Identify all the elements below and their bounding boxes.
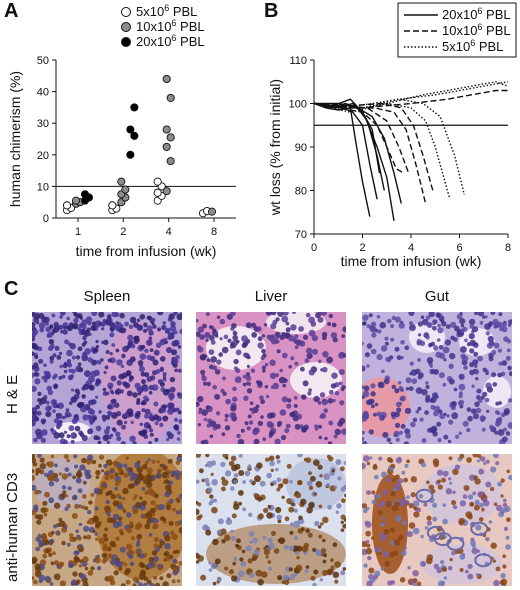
panel-a-legend-label: 10x106 PBL	[136, 18, 205, 34]
panel-a-data-point	[162, 142, 171, 151]
panel-a-data-point	[162, 74, 171, 84]
panel-a-y-tick-label: 0	[43, 213, 49, 225]
panel-a-data-point	[166, 133, 175, 142]
panel-a-legend-label: 20x106 PBL	[136, 33, 205, 49]
panel-b-x-axis-label: time from infusion (wk)	[341, 253, 482, 269]
panel-a-x-tick-label: 2	[120, 226, 126, 238]
panel-b-legend-label: 20x106 PBL	[442, 6, 511, 22]
panel-b-y-tick-label: 70	[295, 229, 307, 241]
column-header-gut: Gut	[424, 288, 450, 305]
panel-b-legend-label: 5x106 PBL	[442, 38, 503, 54]
column-header-liver: Liver	[254, 288, 288, 305]
panel-a-data-point	[108, 201, 117, 210]
panel-b-series-line	[313, 89, 508, 109]
gut-cd3-micrograph	[362, 454, 512, 586]
row-header-cd3: anti-human CD3	[4, 472, 21, 582]
panel-b-x-tick-label: 6	[456, 242, 462, 254]
panel-a-x-axis-label: time from infusion (wk)	[76, 243, 217, 259]
panel-a-x-tick-label: 8	[211, 226, 217, 238]
panel-b-series-line	[313, 98, 465, 195]
panel-b-legend-label: 10x106 PBL	[442, 22, 511, 38]
panel-a-data-point	[162, 125, 171, 134]
panel-a-legend-marker	[121, 37, 131, 47]
panel-a-y-tick-label: 30	[37, 118, 49, 130]
panel-a-data-point	[62, 201, 72, 210]
panel-b-y-axis-label: wt loss (% from initial)	[267, 79, 283, 216]
panel-a-data-point	[153, 188, 162, 197]
panel-a-y-tick-label: 10	[37, 181, 49, 193]
panel-a-y-axis-label: human chimerism (%)	[7, 71, 23, 207]
panel-b-x-tick-label: 8	[505, 242, 511, 254]
panel-b-legend-box	[397, 2, 517, 58]
liver-he-micrograph	[196, 312, 346, 444]
panel-b-series-line	[313, 102, 410, 174]
panel-b-y-tick-label: 100	[289, 99, 307, 111]
panel-a-y-tick-label: 40	[37, 87, 49, 99]
panel-a-y-tick-label: 50	[37, 55, 49, 67]
panel-b-series-line	[313, 102, 371, 217]
panel-b-series-line	[313, 81, 509, 113]
panel-b-x-tick-label: 4	[408, 242, 414, 254]
panel-a-data-point	[166, 93, 175, 102]
gut-he-micrograph	[362, 312, 512, 444]
panel-a-letter: A	[4, 0, 19, 22]
panel-b-series-line	[313, 102, 378, 200]
panel-b-series-line	[313, 102, 434, 191]
panel-b-x-tick-label: 0	[311, 242, 317, 254]
panel-a-data-point	[121, 185, 130, 194]
panel-b-series-line	[313, 102, 451, 200]
panel-a-data-point	[117, 177, 126, 186]
panel-b-series-line	[313, 102, 405, 174]
panel-b-y-tick-label: 80	[295, 186, 307, 198]
panel-a-data-point	[130, 103, 139, 112]
spleen-he-micrograph	[32, 312, 182, 444]
panel-a-legend-label: 5x106 PBL	[136, 3, 197, 19]
panel-a-data-point	[130, 131, 139, 140]
panel-a-data-point	[126, 150, 135, 159]
panel-b-y-tick-label: 90	[295, 142, 307, 154]
panel-b-series-line	[313, 102, 385, 191]
panel-a-y-tick-label: 20	[37, 150, 49, 162]
row-header-he: H & E	[4, 374, 21, 414]
liver-cd3-micrograph	[196, 454, 346, 586]
panel-a-data-point	[80, 190, 90, 199]
panel-c-letter: C	[4, 278, 19, 300]
panel-a-data-point	[126, 125, 135, 134]
panel-b-series-line	[314, 102, 402, 204]
spleen-cd3-micrograph	[32, 454, 182, 586]
panel-b-x-tick-label: 2	[359, 242, 365, 254]
panel-b-letter: B	[264, 0, 279, 22]
panel-b-series-line	[313, 102, 427, 204]
panel-b-series-line	[313, 81, 509, 109]
panel-a-scatter-chart: 0 10 20 30 40 50 1 2 4 8 time from infusion (wk) hu…	[7, 3, 236, 259]
panel-a-data-point	[71, 196, 81, 205]
panel-a-legend-marker	[121, 7, 131, 17]
panel-a-data-point	[166, 157, 175, 166]
panel-a-data-point	[162, 187, 171, 196]
panel-b-y-tick-label: 110	[289, 55, 307, 67]
panel-a-legend-marker	[121, 22, 131, 32]
panel-b-line-chart: 70 80 90 100 110 0 2 4 6 8 time from infusion (wk)…	[267, 2, 517, 269]
panel-a-data-point	[207, 207, 217, 216]
panel-a-x-tick-label: 4	[166, 226, 172, 238]
panel-b-series-line	[313, 102, 395, 222]
panel-a-data-point	[153, 177, 162, 186]
column-header-spleen: Spleen	[83, 288, 131, 305]
panel-a-x-tick-label: 1	[75, 226, 81, 238]
